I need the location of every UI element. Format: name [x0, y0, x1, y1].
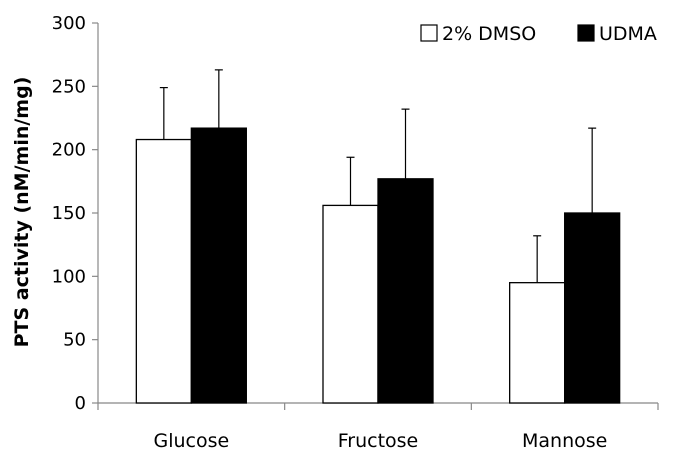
y-axis-title: PTS activity (nM/min/mg) [11, 77, 33, 348]
legend-label-dmso: 2% DMSO [442, 23, 536, 45]
bar-udma-glucose [190, 127, 247, 404]
bar-udma-fructose [377, 178, 434, 404]
x-category-label: Fructose [338, 430, 419, 450]
legend: 2% DMSO UDMA [420, 23, 657, 45]
y-tick-label: 250 [52, 76, 86, 97]
y-tick-label: 0 [75, 393, 86, 414]
bar-udma-mannose [564, 212, 621, 404]
y-tick-label: 100 [52, 266, 86, 287]
legend-label-udma: UDMA [599, 23, 657, 45]
legend-swatch-dmso [420, 24, 438, 42]
legend-swatch-udma [577, 24, 595, 42]
error-bars [159, 69, 597, 283]
bars [135, 127, 621, 404]
tick-labels: 0 50 100 150 200 250 300 Glucose Fructose Mannose [52, 13, 608, 450]
x-category-label: Mannose [522, 430, 607, 450]
y-tick-label: 50 [63, 330, 86, 351]
bar-2-dmso-fructose [322, 204, 379, 404]
y-tick-label: 200 [52, 140, 86, 161]
y-tick-label: 150 [52, 203, 86, 224]
x-category-label: Glucose [153, 430, 229, 450]
bar-2-dmso-glucose [135, 138, 192, 404]
bar-2-dmso-mannose [509, 282, 566, 404]
y-tick-label: 300 [52, 13, 86, 34]
